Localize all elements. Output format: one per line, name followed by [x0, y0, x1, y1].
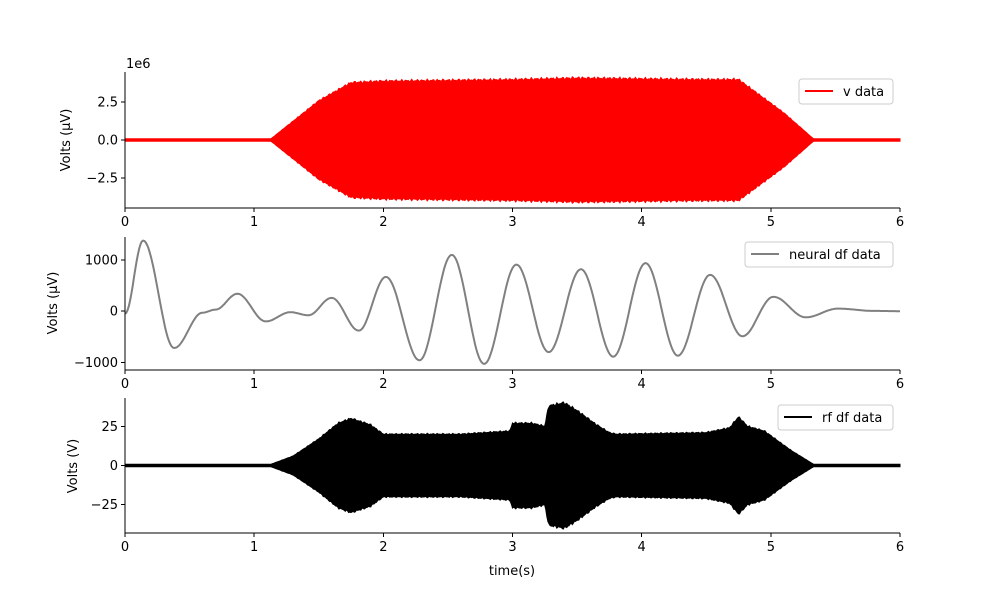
- legend-box: [798, 78, 894, 105]
- x-tick-label: 3: [508, 215, 516, 230]
- x-tick-label: 5: [767, 215, 775, 230]
- plot-layer: [124, 401, 901, 530]
- x-tick-label: 3: [508, 540, 516, 555]
- y-axis-label: Volts (μV): [46, 272, 61, 335]
- legend: rf df data: [777, 404, 894, 431]
- ticks-layer: 0 1 2 3 4 5 6 25 0 −25: [91, 420, 905, 555]
- legend-label: rf df data: [822, 411, 882, 426]
- y-scale-label: 1e6: [126, 57, 151, 72]
- y-axis-label: Volts (μV): [59, 109, 74, 172]
- y-tick-label: −2.5: [86, 171, 118, 186]
- x-tick-label: 6: [896, 540, 904, 555]
- x-tick-label: 3: [508, 377, 516, 392]
- y-tick-label: 25: [101, 420, 118, 435]
- x-tick-label: 1: [250, 377, 258, 392]
- x-tick-label: 2: [379, 215, 387, 230]
- x-tick-label: 4: [638, 215, 646, 230]
- series-neural-df-data-line: [124, 239, 900, 365]
- panel-v-data: 0 1 2 3 4 5 6 2.5 0.0 −2.5 1e6 Volts (μV) v data: [59, 57, 904, 230]
- series-v-data-envelope: [124, 76, 901, 204]
- legend: neural df data: [744, 241, 894, 268]
- x-tick-label: 4: [638, 540, 646, 555]
- legend-box: [744, 241, 894, 268]
- x-tick-label: 0: [121, 540, 129, 555]
- x-tick-label: 4: [638, 377, 646, 392]
- x-tick-label: 0: [121, 377, 129, 392]
- x-tick-label: 1: [250, 540, 258, 555]
- y-tick-label: 1000: [85, 254, 118, 269]
- y-tick-label: −25: [91, 498, 118, 513]
- x-tick-label: 0: [121, 215, 129, 230]
- y-tick-label: −1000: [74, 356, 118, 371]
- legend: v data: [798, 78, 894, 105]
- legend-label: v data: [843, 85, 884, 100]
- plot-layer: [124, 239, 900, 365]
- legend-box: [777, 404, 894, 431]
- x-tick-label: 1: [250, 215, 258, 230]
- plot-layer: [124, 76, 901, 204]
- y-tick-label: 0.0: [97, 134, 118, 149]
- y-tick-label: 0: [110, 459, 118, 474]
- x-tick-label: 5: [767, 377, 775, 392]
- x-tick-label: 2: [379, 540, 387, 555]
- x-axis-label: time(s): [489, 564, 535, 579]
- series-rf-df-data-envelope: [124, 401, 901, 530]
- x-tick-label: 6: [896, 377, 904, 392]
- y-axis-label: Volts (V): [66, 439, 81, 494]
- legend-label: neural df data: [789, 248, 881, 263]
- y-tick-label: 0: [110, 305, 118, 320]
- panel-rf-df: 0 1 2 3 4 5 6 25 0 −25 Volts (V) time(s) rf df da…: [66, 398, 904, 579]
- x-tick-label: 5: [767, 540, 775, 555]
- y-tick-label: 2.5: [97, 96, 118, 111]
- x-tick-label: 6: [896, 215, 904, 230]
- ticks-layer: 0 1 2 3 4 5 6 2.5 0.0 −2.5: [86, 96, 904, 230]
- x-tick-label: 2: [379, 377, 387, 392]
